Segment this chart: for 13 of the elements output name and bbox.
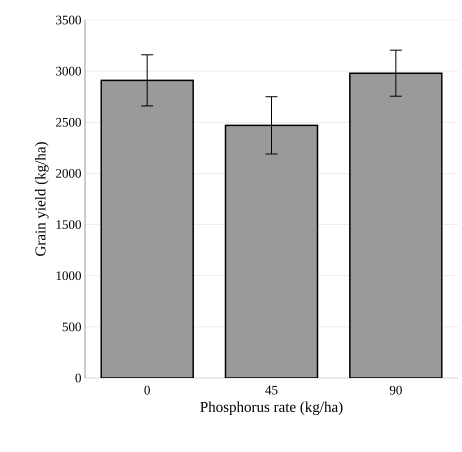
y-axis-title: Grain yield (kg/ha)	[34, 142, 49, 256]
y-tick-label: 3500	[56, 16, 81, 24]
y-tick-label: 3000	[56, 66, 81, 76]
x-axis-title: Phosphorus rate (kg/ha)	[200, 401, 342, 416]
x-tick-label: 0	[144, 386, 150, 395]
x-tick-label: 45	[265, 386, 278, 394]
y-tick-label: 2000	[56, 169, 81, 178]
y-tick-label: 2500	[56, 118, 81, 127]
x-tick-label: 90	[390, 386, 402, 395]
y-tick-label: 1500	[56, 220, 81, 229]
y-tick-label: 500	[62, 322, 81, 332]
y-tick-label: 1000	[56, 271, 81, 280]
y-tick-label: 0	[75, 374, 81, 382]
